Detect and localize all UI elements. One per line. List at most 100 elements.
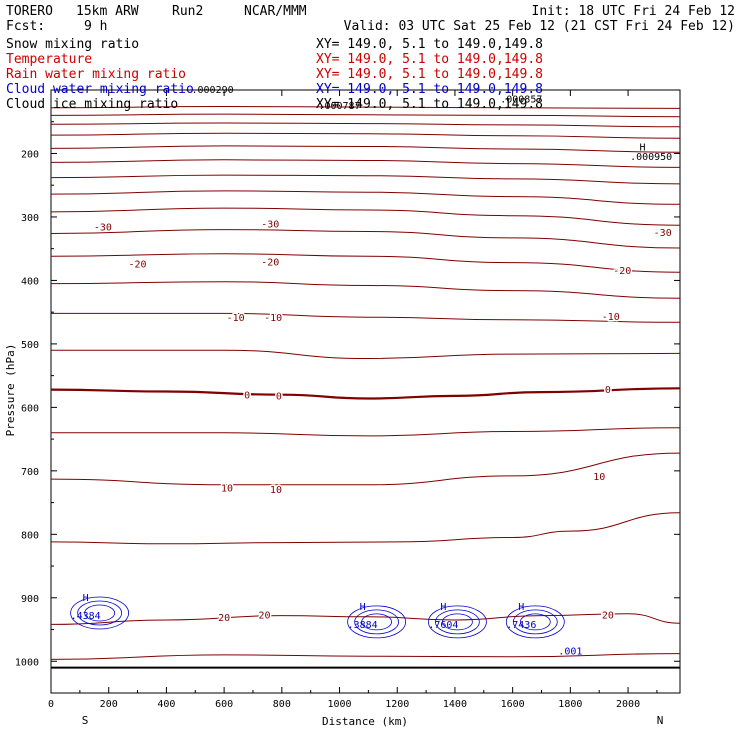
temperature-contour-label: 10 <box>221 484 233 495</box>
x-axis-ticks: 0 200 400 600 800 1000 1200 1400 1600 1800 2000 <box>48 90 658 710</box>
field-xy-rain: XY= 149.0, 5.1 to 149.0,149.8 <box>316 67 543 82</box>
temperature-contour <box>50 145 681 153</box>
south-end-label: S <box>82 714 89 727</box>
temperature-contour-label: 20 <box>258 611 270 622</box>
cloud-water-contour <box>428 605 487 639</box>
temperature-contour-label: 0 <box>605 385 611 396</box>
cloud-water-max-value: .7604 <box>428 620 458 631</box>
x-tick-label: 0 <box>48 699 54 710</box>
temperature-contour <box>51 312 681 323</box>
y-tick-label: 1000 <box>15 657 39 668</box>
x-tick-label: 1400 <box>443 699 467 710</box>
temperature-contour-label: 20 <box>602 611 614 622</box>
field-name-cloud-ice: Cloud ice mixing ratio <box>6 97 178 112</box>
field-name-cloud-water: Cloud water mixing ratio <box>6 82 194 97</box>
cloud-water-max-value: .001 <box>558 647 582 658</box>
field-xy-cloud-water: XY= 149.0, 5.1 to 149.0,149.8 <box>316 82 543 97</box>
temperature-contour-label: 0 <box>244 390 250 401</box>
x-tick-label: 1600 <box>501 699 525 710</box>
plot-area: -30 -30 -30 -20 -20 -20 -10 -10 -10 0 0 0 10 10 10 20 20… <box>15 85 681 710</box>
temperature-contour <box>50 190 681 205</box>
fcst-label: Fcst: <box>6 19 45 34</box>
cloud-water-max-marker: H <box>440 602 446 613</box>
temperature-contour <box>50 122 681 128</box>
temperature-contour-label: -30 <box>94 223 112 234</box>
contour-labels: -30 -30 -30 -20 -20 -20 -10 -10 -10 0 0 0 10 10 10 20 20… <box>71 85 674 658</box>
field-extremum-label: .000787 <box>318 101 360 112</box>
temperature-contour <box>50 105 681 109</box>
model-name: TORERO <box>6 4 53 19</box>
temperature-contour <box>50 174 681 185</box>
temperature-contour-label: -30 <box>654 228 672 239</box>
temperature-contour <box>50 132 681 139</box>
x-tick-label: 600 <box>215 699 233 710</box>
y-axis-label: Pressure (hPa) <box>4 344 17 437</box>
temperature-contour <box>50 387 681 400</box>
temperature-contour-label: 10 <box>593 472 605 483</box>
x-tick-label: 400 <box>157 699 175 710</box>
x-tick-label: 2000 <box>616 699 640 710</box>
field-name-temperature: Temperature <box>6 52 92 67</box>
temperature-contour-label: -10 <box>227 313 245 324</box>
cloud-water-contour <box>361 613 393 631</box>
temperature-contour <box>50 512 681 545</box>
cloud-water-max-marker: H <box>518 602 524 613</box>
y-tick-label: 800 <box>21 530 39 541</box>
field-extremum-label: .000950 <box>630 152 672 163</box>
cloud-water-contour <box>354 609 400 635</box>
north-end-label: N <box>657 714 664 727</box>
field-xy-snow: XY= 149.0, 5.1 to 149.0,149.8 <box>316 37 543 52</box>
plot-frame <box>50 89 681 694</box>
cloud-water-max-value: .3884 <box>348 620 378 631</box>
x-axis-label: Distance (km) <box>322 715 408 728</box>
x-tick-label: 1800 <box>558 699 582 710</box>
temperature-contour <box>51 427 681 437</box>
y-tick-label: 500 <box>21 340 39 351</box>
field-extremum-label: .000290 <box>191 85 233 96</box>
cloud-water-contour <box>347 605 407 639</box>
temperature-contour <box>50 613 681 625</box>
run-name: Run2 <box>172 4 203 19</box>
x-tick-label: 1000 <box>327 699 351 710</box>
temperature-contour-label: -30 <box>261 220 279 231</box>
valid-time: Valid: 03 UTC Sat 25 Feb 12 (21 CST Fri … <box>344 19 735 34</box>
y-tick-label: 400 <box>21 276 39 287</box>
temperature-contour-label: -20 <box>129 260 147 271</box>
temperature-contour <box>50 452 681 486</box>
y-tick-label: 600 <box>21 403 39 414</box>
field-xy-temperature: XY= 149.0, 5.1 to 149.0,149.8 <box>316 52 543 67</box>
temperature-contours <box>50 105 681 660</box>
cloud-water-contour <box>84 604 116 622</box>
field-xy-cloud-ice: XY= 149.0, 5.1 to 149.0,149.8 <box>316 97 543 112</box>
cloud-water-contours <box>70 596 565 639</box>
temperature-contour-label: -20 <box>261 258 279 269</box>
cloud-water-max-value: .7436 <box>506 620 536 631</box>
x-tick-label: 200 <box>100 699 118 710</box>
model-resolution: 15km ARW <box>76 4 139 19</box>
cloud-water-contour <box>442 613 473 631</box>
temperature-contour <box>50 281 681 299</box>
cloud-water-contour <box>77 600 123 626</box>
field-extremum-label: .000857 <box>500 95 542 106</box>
temperature-contour-label: -10 <box>602 312 620 323</box>
y-tick-label: 900 <box>21 594 39 605</box>
temperature-contour <box>50 207 681 226</box>
temperature-contour-label: 20 <box>218 613 230 624</box>
cloud-water-contour <box>435 609 480 635</box>
temperature-contour-label: 10 <box>270 485 282 496</box>
temperature-contour <box>50 113 681 118</box>
cloud-water-max-marker: H <box>83 593 89 604</box>
field-name-rain: Rain water mixing ratio <box>6 67 186 82</box>
cloud-water-max-marker: H <box>360 602 366 613</box>
y-tick-label: 200 <box>21 149 39 160</box>
temperature-contour <box>50 253 681 273</box>
fcst-value: 9 h <box>84 19 107 34</box>
temperature-contour <box>50 159 681 168</box>
temperature-contour <box>50 229 681 249</box>
temperature-contour <box>50 349 681 360</box>
organization: NCAR/MMM <box>244 4 307 19</box>
cloud-water-contour <box>70 596 130 630</box>
temperature-contour-label: -20 <box>613 266 631 277</box>
